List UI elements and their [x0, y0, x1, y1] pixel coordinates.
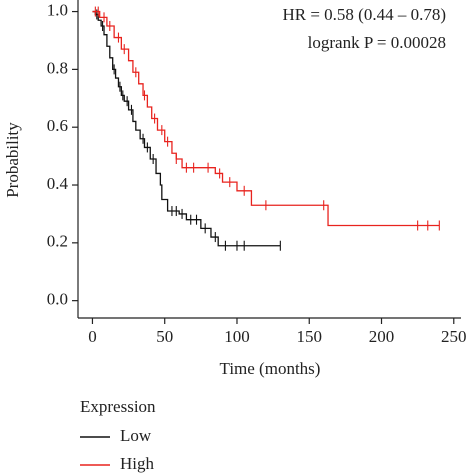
x-tick-label: 50: [156, 327, 173, 346]
x-axis-label: Time (months): [220, 359, 321, 378]
annotation: logrank P = 0.00028: [308, 33, 446, 52]
x-tick-label: 250: [441, 327, 467, 346]
x-tick-label: 150: [296, 327, 322, 346]
y-tick-label: 0.6: [47, 116, 68, 135]
x-tick-label: 100: [224, 327, 250, 346]
legend-label: Low: [120, 426, 152, 445]
y-tick-label: 0.0: [47, 290, 68, 309]
x-tick-label: 200: [369, 327, 395, 346]
survival-curve: [92, 10, 281, 247]
y-tick-label: 0.2: [47, 232, 68, 251]
y-tick-label: 1.0: [47, 0, 68, 19]
y-tick-label: 0.4: [47, 174, 69, 193]
y-axis-label: Probability: [3, 122, 22, 198]
legend-label: High: [120, 454, 155, 473]
annotation: HR = 0.58 (0.44 – 0.78): [282, 5, 446, 24]
y-tick-label: 0.8: [47, 58, 68, 77]
legend-title: Expression: [80, 397, 156, 416]
x-tick-label: 0: [88, 327, 97, 346]
